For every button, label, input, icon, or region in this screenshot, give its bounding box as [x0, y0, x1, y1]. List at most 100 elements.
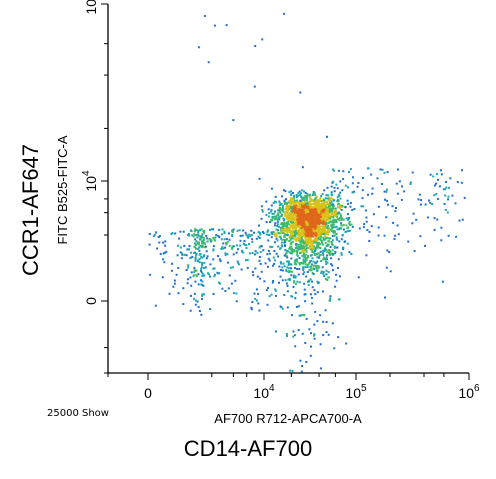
- data-point: [242, 242, 245, 245]
- data-point: [295, 232, 298, 234]
- data-point: [304, 223, 307, 226]
- data-point: [335, 183, 338, 186]
- data-point: [189, 276, 192, 279]
- data-point: [246, 236, 249, 238]
- data-point: [203, 261, 206, 264]
- data-point: [267, 239, 270, 242]
- data-point: [314, 214, 317, 217]
- data-point: [258, 256, 261, 258]
- data-point: [319, 197, 322, 199]
- data-point: [333, 246, 336, 249]
- data-point: [295, 204, 298, 207]
- data-point: [294, 263, 297, 265]
- data-point: [288, 234, 291, 237]
- data-point: [290, 201, 293, 203]
- data-point: [336, 212, 339, 215]
- data-point: [319, 210, 322, 213]
- data-point: [331, 264, 334, 267]
- data-point: [314, 197, 317, 200]
- data-point: [246, 266, 249, 269]
- data-point: [303, 288, 306, 291]
- data-point: [314, 293, 317, 296]
- data-point: [205, 257, 208, 260]
- data-point: [299, 359, 302, 362]
- data-point: [234, 279, 237, 282]
- data-point: [157, 236, 160, 238]
- data-point: [306, 263, 309, 266]
- data-point: [279, 203, 282, 206]
- data-point: [273, 250, 276, 252]
- data-point: [304, 248, 307, 251]
- data-point: [309, 204, 312, 207]
- data-point: [327, 333, 330, 336]
- data-point: [239, 234, 242, 237]
- data-point: [298, 281, 301, 284]
- data-point: [231, 266, 234, 269]
- data-point: [428, 199, 430, 202]
- data-point: [324, 242, 327, 245]
- data-point: [272, 231, 275, 234]
- data-point: [257, 292, 260, 295]
- data-point: [219, 282, 222, 285]
- data-point: [351, 191, 354, 194]
- data-point: [420, 199, 422, 202]
- data-point: [178, 237, 181, 240]
- data-point: [295, 260, 297, 262]
- data-point: [339, 197, 342, 200]
- data-point: [194, 228, 197, 231]
- data-point: [288, 208, 291, 211]
- data-point: [306, 231, 308, 233]
- data-point: [308, 269, 311, 271]
- data-point: [265, 233, 268, 236]
- data-point: [298, 238, 301, 241]
- data-point: [386, 199, 388, 202]
- data-point: [289, 242, 292, 245]
- data-point: [314, 194, 317, 197]
- data-point: [250, 233, 253, 236]
- data-point: [289, 206, 292, 208]
- data-point: [312, 222, 315, 225]
- data-point: [363, 223, 366, 226]
- data-point: [304, 263, 307, 266]
- data-point: [339, 191, 342, 194]
- data-point: [281, 238, 284, 241]
- data-point: [310, 198, 313, 201]
- data-point: [189, 309, 192, 312]
- data-point: [318, 203, 321, 206]
- data-point: [289, 238, 292, 241]
- data-point: [210, 228, 213, 231]
- data-point: [309, 260, 312, 263]
- data-point: [337, 169, 340, 172]
- data-point: [177, 292, 180, 295]
- data-point: [426, 216, 429, 219]
- data-point: [309, 237, 312, 240]
- data-point: [443, 203, 446, 205]
- data-point: [168, 292, 171, 295]
- data-point: [309, 293, 312, 296]
- data-point: [294, 246, 297, 249]
- data-point: [294, 258, 297, 261]
- data-point: [327, 230, 330, 233]
- data-point: [309, 233, 312, 236]
- data-point: [299, 263, 301, 266]
- data-point: [286, 212, 289, 215]
- data-point: [188, 248, 191, 251]
- data-point: [330, 201, 333, 204]
- data-point: [324, 213, 327, 215]
- data-point: [332, 226, 335, 229]
- data-point: [401, 185, 403, 188]
- data-point: [312, 264, 315, 267]
- data-point: [307, 206, 310, 209]
- data-point: [361, 197, 364, 200]
- data-point: [347, 226, 350, 229]
- data-point: [275, 237, 278, 240]
- data-point: [308, 247, 311, 250]
- data-point: [296, 225, 299, 228]
- data-point: [287, 208, 290, 211]
- data-point: [321, 228, 324, 231]
- data-point: [285, 249, 288, 252]
- data-point: [294, 267, 297, 269]
- data-point: [314, 217, 317, 220]
- data-point: [317, 201, 320, 204]
- data-point: [371, 187, 374, 190]
